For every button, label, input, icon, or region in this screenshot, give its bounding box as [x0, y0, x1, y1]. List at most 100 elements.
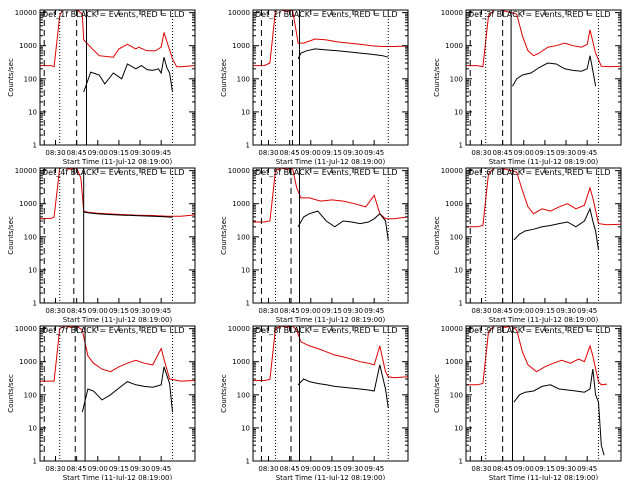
- x-tick-label: 09:15: [322, 465, 342, 473]
- y-tick-label: 1: [459, 458, 463, 466]
- x-tick-label: 08:45: [67, 307, 87, 315]
- x-tick-label: 09:30: [556, 465, 576, 473]
- panel-title: Det_7f BLACK = Events, RED = LLD: [42, 326, 185, 335]
- events-series-line: [83, 57, 173, 93]
- plot-frame: [252, 9, 409, 146]
- y-tick-label: 10: [454, 108, 463, 116]
- panel-title: Det_3f BLACK = Events, RED = LLD: [468, 10, 611, 19]
- panel-title: Det_5f BLACK = Events, RED = LLD: [255, 168, 398, 177]
- y-tick-label: 10000: [228, 167, 250, 175]
- plot-frame: [39, 325, 196, 462]
- x-tick-label: 09:30: [130, 307, 150, 315]
- lld-series-line: [40, 326, 195, 382]
- x-tick-label: 09:00: [514, 149, 534, 157]
- x-axis-label: Start Time (11-Jul-12 08:19:00): [63, 158, 173, 166]
- y-tick-label: 1000: [232, 200, 250, 208]
- x-axis-label: Start Time (11-Jul-12 08:19:00): [489, 158, 599, 166]
- y-tick-label: 10000: [15, 167, 37, 175]
- x-tick-label: 09:00: [88, 149, 108, 157]
- y-tick-label: 1: [33, 142, 37, 150]
- y-tick-label: 1: [459, 300, 463, 308]
- lld-series-line: [253, 168, 408, 223]
- x-tick-label: 09:45: [577, 465, 597, 473]
- x-tick-label: 09:45: [364, 465, 384, 473]
- x-tick-label: 09:15: [535, 307, 555, 315]
- events-series-line: [513, 207, 599, 251]
- y-tick-label: 10: [241, 266, 250, 274]
- y-axis-label: Counts/sec: [220, 374, 228, 413]
- y-tick-label: 10: [241, 108, 250, 116]
- y-tick-label: 10000: [15, 325, 37, 333]
- x-tick-label: 09:15: [322, 307, 342, 315]
- y-axis-label: Counts/sec: [7, 374, 15, 413]
- x-tick-label: 09:30: [556, 307, 576, 315]
- y-tick-label: 100: [450, 75, 463, 83]
- y-tick-label: 10000: [228, 9, 250, 17]
- x-tick-label: 09:30: [343, 149, 363, 157]
- y-tick-label: 1000: [232, 358, 250, 366]
- x-axis-label: Start Time (11-Jul-12 08:19:00): [276, 316, 386, 324]
- y-tick-label: 1: [246, 142, 250, 150]
- detector-panel-7: 1 10 100 1000 10000 08:30 08:45 09:00 09:15 09:30…: [7, 325, 196, 480]
- y-tick-label: 1: [33, 458, 37, 466]
- y-tick-label: 100: [24, 75, 37, 83]
- y-tick-label: 100: [237, 233, 250, 241]
- x-tick-label: 08:45: [493, 307, 513, 315]
- x-tick-label: 09:00: [514, 307, 534, 315]
- x-tick-label: 09:45: [364, 307, 384, 315]
- y-axis-label: Counts/sec: [7, 58, 15, 97]
- y-tick-label: 10000: [228, 325, 250, 333]
- y-tick-label: 10000: [441, 167, 463, 175]
- x-tick-label: 09:45: [577, 307, 597, 315]
- detector-panel-4: 1 10 100 1000 10000 08:30 08:45 09:00 09:15 09:30…: [7, 167, 196, 324]
- y-tick-label: 1000: [445, 42, 463, 50]
- y-tick-label: 10: [454, 424, 463, 432]
- y-tick-label: 10000: [441, 325, 463, 333]
- x-tick-label: 09:15: [535, 465, 555, 473]
- x-tick-label: 08:30: [258, 307, 278, 315]
- x-tick-label: 08:45: [67, 149, 87, 157]
- y-tick-label: 10000: [441, 9, 463, 17]
- x-tick-label: 09:30: [130, 149, 150, 157]
- y-tick-label: 1000: [445, 358, 463, 366]
- detector-panel-3: 1 10 100 1000 10000 08:30 08:45 09:00 09:15 09:30…: [433, 9, 622, 166]
- lld-series-line: [253, 326, 408, 381]
- y-axis-label: Counts/sec: [220, 58, 228, 97]
- x-tick-label: 08:30: [45, 149, 65, 157]
- x-tick-label: 08:45: [67, 465, 87, 473]
- y-axis-label: Counts/sec: [433, 58, 441, 97]
- y-axis-label: Counts/sec: [433, 374, 441, 413]
- y-axis-label: Counts/sec: [433, 216, 441, 255]
- x-tick-label: 09:00: [301, 149, 321, 157]
- events-series-line: [83, 211, 173, 218]
- detector-panel-5: 1 10 100 1000 10000 08:30 08:45 09:00 09:15 09:30…: [220, 167, 409, 324]
- y-tick-label: 10: [28, 424, 37, 432]
- plot-frame: [465, 325, 622, 462]
- x-tick-label: 09:00: [301, 307, 321, 315]
- x-tick-label: 08:30: [45, 465, 65, 473]
- y-tick-label: 10: [28, 108, 37, 116]
- x-tick-label: 09:15: [109, 307, 129, 315]
- x-tick-label: 09:00: [88, 465, 108, 473]
- x-tick-label: 09:45: [151, 149, 171, 157]
- x-tick-label: 09:30: [343, 307, 363, 315]
- y-tick-label: 1: [246, 300, 250, 308]
- plot-frame: [252, 325, 409, 462]
- y-tick-label: 10: [241, 424, 250, 432]
- y-tick-label: 1000: [19, 358, 37, 366]
- x-tick-label: 08:30: [45, 307, 65, 315]
- x-tick-label: 08:30: [471, 465, 491, 473]
- x-tick-label: 09:15: [109, 465, 129, 473]
- panel-title: Det_2f BLACK = Events, RED = LLD: [255, 10, 398, 19]
- lld-series-line: [466, 10, 621, 68]
- panel-title: Det_8f BLACK = Events, RED = LLD: [255, 326, 398, 335]
- y-tick-label: 1000: [19, 42, 37, 50]
- x-axis-label: Start Time (11-Jul-12 08:19:00): [276, 158, 386, 166]
- y-tick-label: 10: [454, 266, 463, 274]
- x-tick-label: 09:00: [301, 465, 321, 473]
- x-tick-label: 09:15: [109, 149, 129, 157]
- x-tick-label: 08:45: [493, 465, 513, 473]
- x-tick-label: 09:30: [556, 149, 576, 157]
- y-tick-label: 1000: [232, 42, 250, 50]
